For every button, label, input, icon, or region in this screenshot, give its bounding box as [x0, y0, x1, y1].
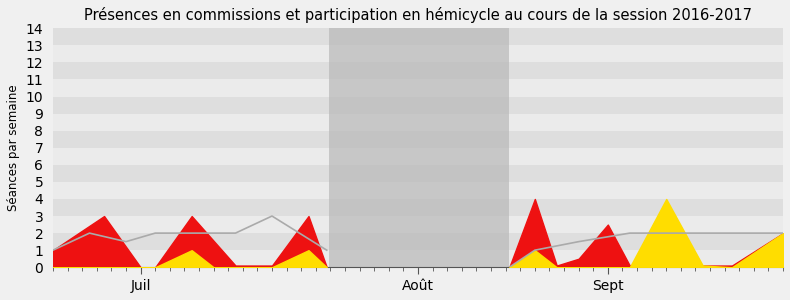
Bar: [329, 28, 510, 267]
Bar: [53, 199, 783, 216]
Bar: [53, 62, 783, 80]
Bar: [53, 216, 783, 233]
Bar: [53, 97, 783, 114]
Y-axis label: Séances par semaine: Séances par semaine: [7, 85, 20, 211]
Bar: [53, 114, 783, 131]
Bar: [53, 45, 783, 62]
Bar: [53, 131, 783, 148]
Bar: [53, 165, 783, 182]
Bar: [53, 182, 783, 199]
Title: Présences en commissions et participation en hémicycle au cours de la session 20: Présences en commissions et participatio…: [84, 7, 752, 23]
Bar: [53, 28, 783, 45]
Bar: [53, 250, 783, 267]
Bar: [53, 233, 783, 250]
Bar: [53, 148, 783, 165]
Bar: [53, 80, 783, 97]
